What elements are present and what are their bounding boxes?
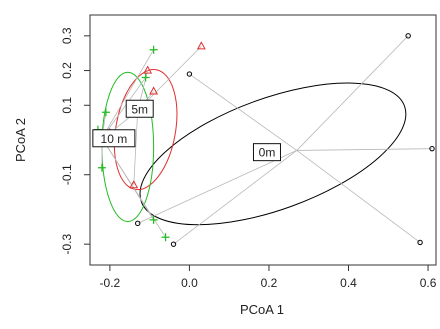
y-tick-label-0: -0.3 [60,234,74,255]
group-labels: 0m 5m 10 m [92,99,281,162]
point-series-2-1 [141,73,150,82]
x-tick-label-2: 0.2 [261,276,278,290]
y-tick-label-3: 0.2 [60,62,74,79]
group-label-box-0 [252,143,281,162]
group-label-box-2 [92,129,136,148]
point-series-0-5 [186,71,193,77]
point-series-0-4 [170,241,177,247]
point-series-1-0 [196,41,206,50]
group-label-box-1 [125,99,154,118]
spoke-series-0-5 [189,73,298,151]
spoke-series-0-3 [137,150,297,224]
point-series-1-1 [143,65,153,74]
x-tick-label-1: 0.0 [181,276,198,290]
point-series-0-3 [135,220,141,227]
y-axis-label: PCoA 2 [13,118,28,162]
spoke-series-2-0 [101,49,154,139]
x-tick-label-3: 0.4 [340,276,357,290]
spoke-series-0-1 [296,148,433,151]
y-tick-label-2: 0.1 [60,97,74,114]
y-tick-label-1: -0.1 [60,164,74,185]
spoke-series-1-4 [133,110,139,186]
point-series-0-0 [405,33,411,39]
point-series-1-2 [149,86,159,95]
group-label-2: 10 m [101,132,128,146]
x-tick-label-4: 0.6 [420,276,437,290]
spoke-series-0-0 [296,35,409,151]
point-series-0-1 [429,145,435,152]
x-axis: -0.2 0.0 0.2 0.4 0.6 [100,265,437,290]
points-layer [93,33,435,247]
point-series-2-0 [149,45,158,54]
plot-frame [89,14,437,266]
point-series-1-4 [129,180,139,189]
ellipse-series-0 [139,82,407,226]
y-axis: -0.3 -0.1 0.1 0.2 0.3 [60,27,90,255]
point-series-2-5 [149,215,158,224]
point-series-2-6 [161,233,170,242]
point-series-2-4 [97,163,106,172]
point-series-0-2 [417,239,423,246]
y-tick-label-4: 0.3 [60,27,74,44]
x-tick-label-0: -0.2 [100,276,121,290]
spoke-series-0-2 [296,150,421,243]
spoke-series-0-4 [173,150,298,245]
group-label-0: 0m [259,146,276,160]
x-axis-label: PCoA 1 [240,302,284,317]
group-label-1: 5m [131,102,148,116]
point-series-2-2 [101,108,110,117]
spoke-series-2-1 [101,77,147,139]
